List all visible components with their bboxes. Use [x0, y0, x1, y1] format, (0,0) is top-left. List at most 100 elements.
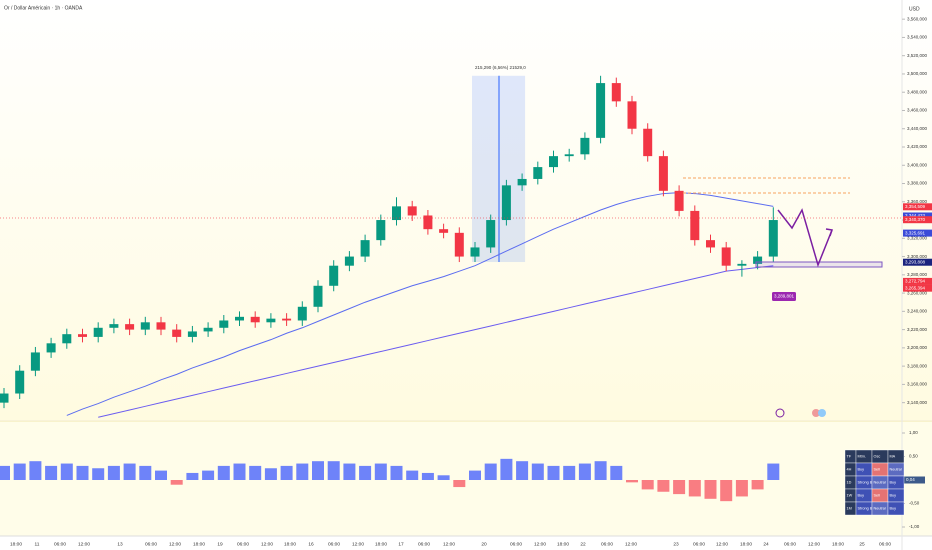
candle-body [690, 210, 700, 241]
candle-body [266, 318, 276, 323]
price-tag [903, 277, 932, 285]
table-text: Sell [874, 468, 880, 472]
oscillator-bar [374, 463, 387, 480]
candle-body [172, 329, 182, 337]
oscillator-bar [578, 463, 591, 480]
x-tick-label: 06:00 [418, 541, 430, 547]
candle-body [721, 247, 731, 266]
candle-body [564, 154, 574, 157]
table-text: Neutral [890, 468, 902, 472]
oscillator-bar [29, 461, 42, 480]
table-text: Buy [858, 494, 865, 498]
measure-label: 215,290 (6,56%) 21529,0 [475, 65, 526, 70]
table-text: Neutral [874, 481, 886, 485]
candle-body [611, 83, 621, 102]
oscillator-bar [531, 463, 544, 480]
table-text: TF [847, 455, 852, 459]
oscillator-bar [469, 470, 481, 480]
x-tick-label: 18:00 [832, 541, 844, 547]
oscillator-bar [751, 480, 764, 490]
x-tick-label: 12:00 [443, 541, 455, 547]
oscillator-bar [688, 480, 701, 497]
currency: USD [909, 6, 920, 12]
oscillator-bar [249, 465, 262, 480]
y-tick-label: 3,240,000 [907, 309, 928, 314]
oscillator-bar [170, 480, 183, 485]
price-tag-label: 3,354,509 [905, 204, 926, 209]
x-tick-label: 12:00 [534, 541, 546, 547]
candle-body [486, 220, 496, 248]
oscillator-bar [107, 465, 120, 480]
candle-body [392, 206, 401, 221]
oscillator-bar [484, 463, 497, 480]
main-pane [0, 0, 932, 420]
oscillator-bar [500, 458, 513, 480]
x-tick-label: 06:00 [784, 541, 796, 547]
x-tick-label: 18:00 [740, 541, 752, 547]
oscillator-bar [437, 475, 450, 480]
oscillator-bar [327, 461, 340, 480]
table-text: MA [890, 455, 896, 459]
table-cell [887, 501, 905, 516]
oscillator-bar [547, 465, 560, 480]
y-tick-label: 3,540,000 [907, 35, 928, 40]
oscillator-bar [217, 465, 230, 480]
target-tag [772, 292, 796, 301]
oscillator-bar [76, 465, 89, 480]
y-tick-label: 1,00 [909, 430, 918, 435]
event-icon [775, 408, 785, 418]
candle-body [580, 137, 590, 155]
candle-body [360, 240, 370, 257]
oscillator-bar [735, 480, 748, 497]
y-tick-label: 3,560,000 [907, 16, 928, 21]
moving-average [98, 265, 774, 418]
table-text: Neutral [874, 507, 886, 511]
x-tick-label: 25 [859, 541, 865, 547]
y-tick-label: 3,440,000 [907, 126, 928, 131]
table-text: Strong Buy [858, 481, 877, 485]
candle-body [62, 334, 72, 344]
candle-body [423, 215, 433, 230]
oscillator-bar [139, 465, 152, 480]
candle-body [454, 232, 464, 257]
projection-path [777, 208, 833, 268]
candle-body [643, 128, 653, 157]
candle-body [125, 324, 135, 330]
candle-body [329, 265, 339, 286]
x-tick-label: 23 [673, 541, 679, 547]
oscillator-bar [359, 465, 372, 480]
oscillator-bar [406, 470, 419, 480]
candle-body [376, 220, 386, 241]
x-tick-label: 20 [481, 541, 487, 547]
candle-body [737, 263, 747, 266]
x-tick-label: 12:00 [716, 541, 728, 547]
candle-body [313, 285, 323, 307]
y-tick-label: 3,380,000 [907, 181, 928, 186]
oscillator-bar [60, 463, 73, 480]
oscillator-bar [280, 465, 293, 480]
y-tick-label: 3,520,000 [907, 53, 928, 58]
oscillator-bar [594, 461, 607, 480]
oscillator-bar [673, 480, 686, 495]
x-tick-label: 24 [763, 541, 769, 547]
price-tag [903, 216, 932, 224]
price-tag [903, 203, 932, 211]
x-tick-label: 18:00 [557, 541, 569, 547]
oscillator-bar [657, 480, 670, 492]
x-tick-label: 12:00 [625, 541, 637, 547]
oscillator-bar [563, 465, 576, 480]
event-icon [812, 409, 820, 417]
x-tick-label: 06:00 [328, 541, 340, 547]
oscillator-bar [0, 465, 10, 480]
candle-body [627, 101, 637, 129]
x-tick-label: 12:00 [169, 541, 181, 547]
x-tick-label: 12:00 [808, 541, 820, 547]
oscillator-bar [704, 480, 717, 499]
candle-body [768, 220, 778, 257]
current-label: 0,04 [906, 477, 915, 482]
oscillator-bar [390, 465, 403, 480]
y-tick-label: 3,480,000 [907, 89, 928, 94]
x-tick-label: 13 [117, 541, 123, 547]
candle-body [140, 322, 150, 330]
candle-body [156, 322, 166, 330]
